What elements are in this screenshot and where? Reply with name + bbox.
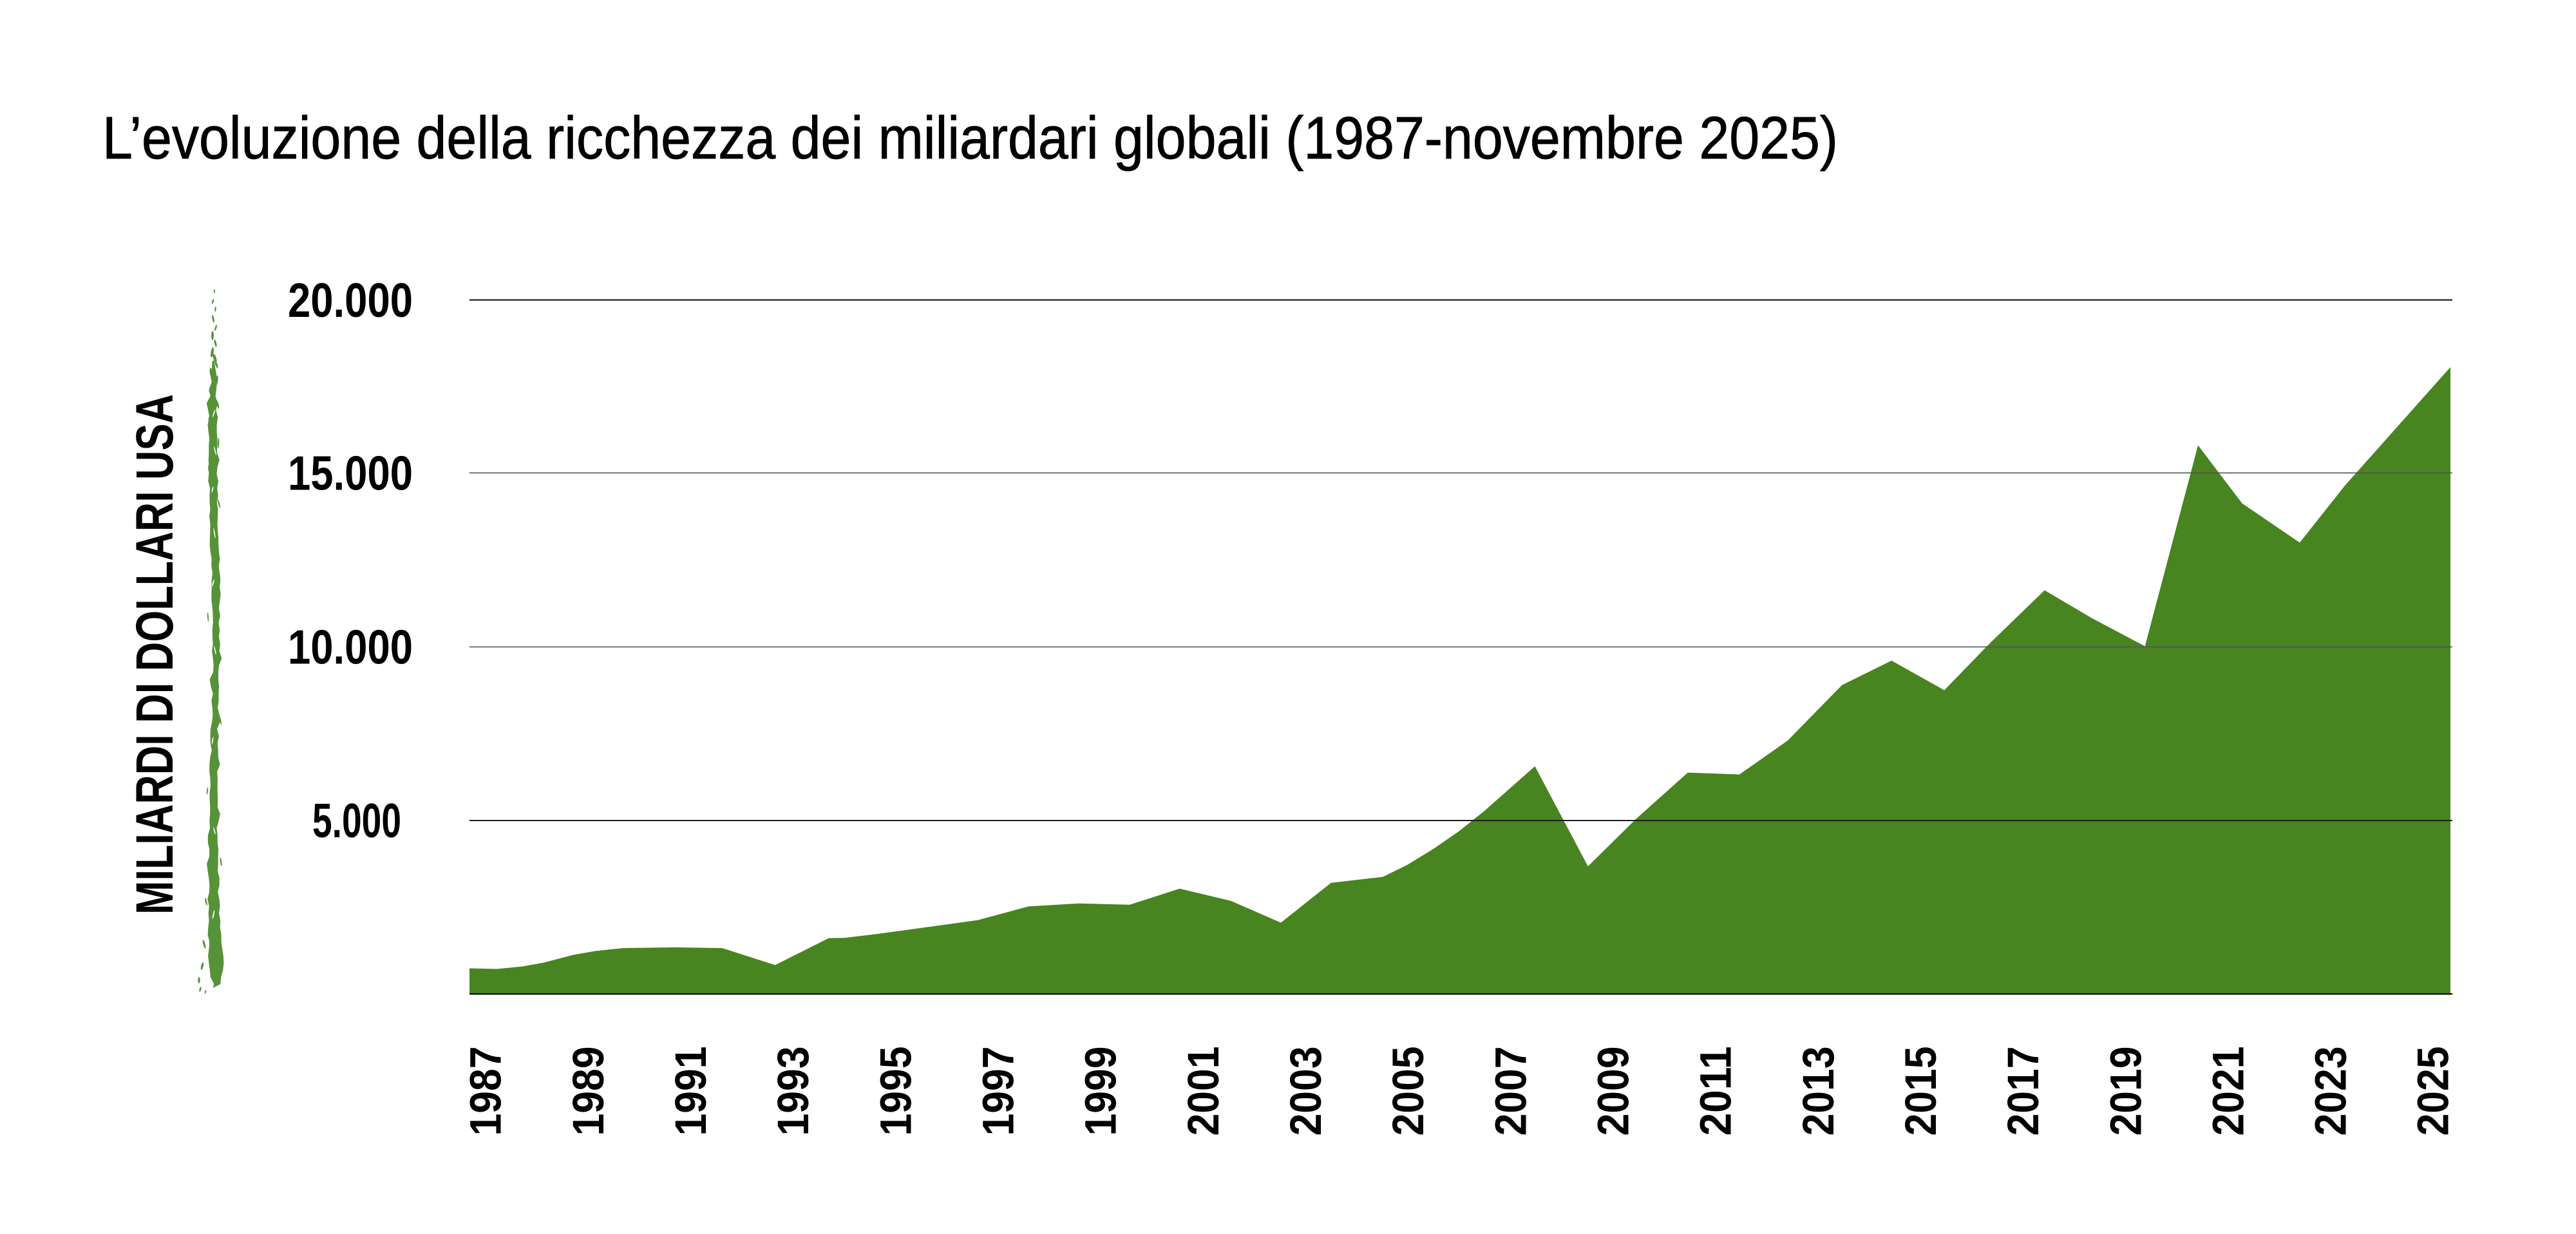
svg-text:10.000: 10.000 (288, 621, 413, 675)
svg-text:MILIARDI DI DOLLARI USA: MILIARDI DI DOLLARI USA (126, 394, 184, 915)
svg-text:1987: 1987 (461, 1047, 511, 1136)
svg-text:2025: 2025 (2409, 1047, 2458, 1136)
svg-text:20.000: 20.000 (288, 274, 413, 328)
svg-text:2021: 2021 (2203, 1047, 2253, 1136)
svg-text:1999: 1999 (1076, 1047, 1126, 1136)
svg-text:2019: 2019 (2101, 1047, 2150, 1136)
svg-text:2017: 2017 (1998, 1047, 2048, 1136)
svg-text:2007: 2007 (1486, 1047, 1535, 1136)
svg-text:2015: 2015 (1896, 1047, 1946, 1136)
svg-text:2005: 2005 (1383, 1047, 1433, 1136)
svg-text:2009: 2009 (1588, 1047, 1638, 1136)
svg-text:1993: 1993 (768, 1047, 818, 1136)
svg-text:5.000: 5.000 (312, 794, 401, 848)
svg-text:1995: 1995 (871, 1047, 920, 1136)
svg-text:2023: 2023 (2306, 1047, 2356, 1136)
svg-text:15.000: 15.000 (288, 447, 413, 501)
svg-text:2001: 2001 (1179, 1047, 1228, 1136)
svg-text:2013: 2013 (1794, 1047, 1843, 1136)
svg-text:1989: 1989 (564, 1047, 613, 1136)
svg-text:1997: 1997 (974, 1047, 1023, 1136)
svg-text:2011: 2011 (1691, 1047, 1741, 1136)
svg-text:2003: 2003 (1281, 1047, 1331, 1136)
svg-text:L’evoluzione della ricchezza d: L’evoluzione della ricchezza dei miliard… (102, 104, 1838, 171)
svg-text:1991: 1991 (666, 1047, 715, 1136)
